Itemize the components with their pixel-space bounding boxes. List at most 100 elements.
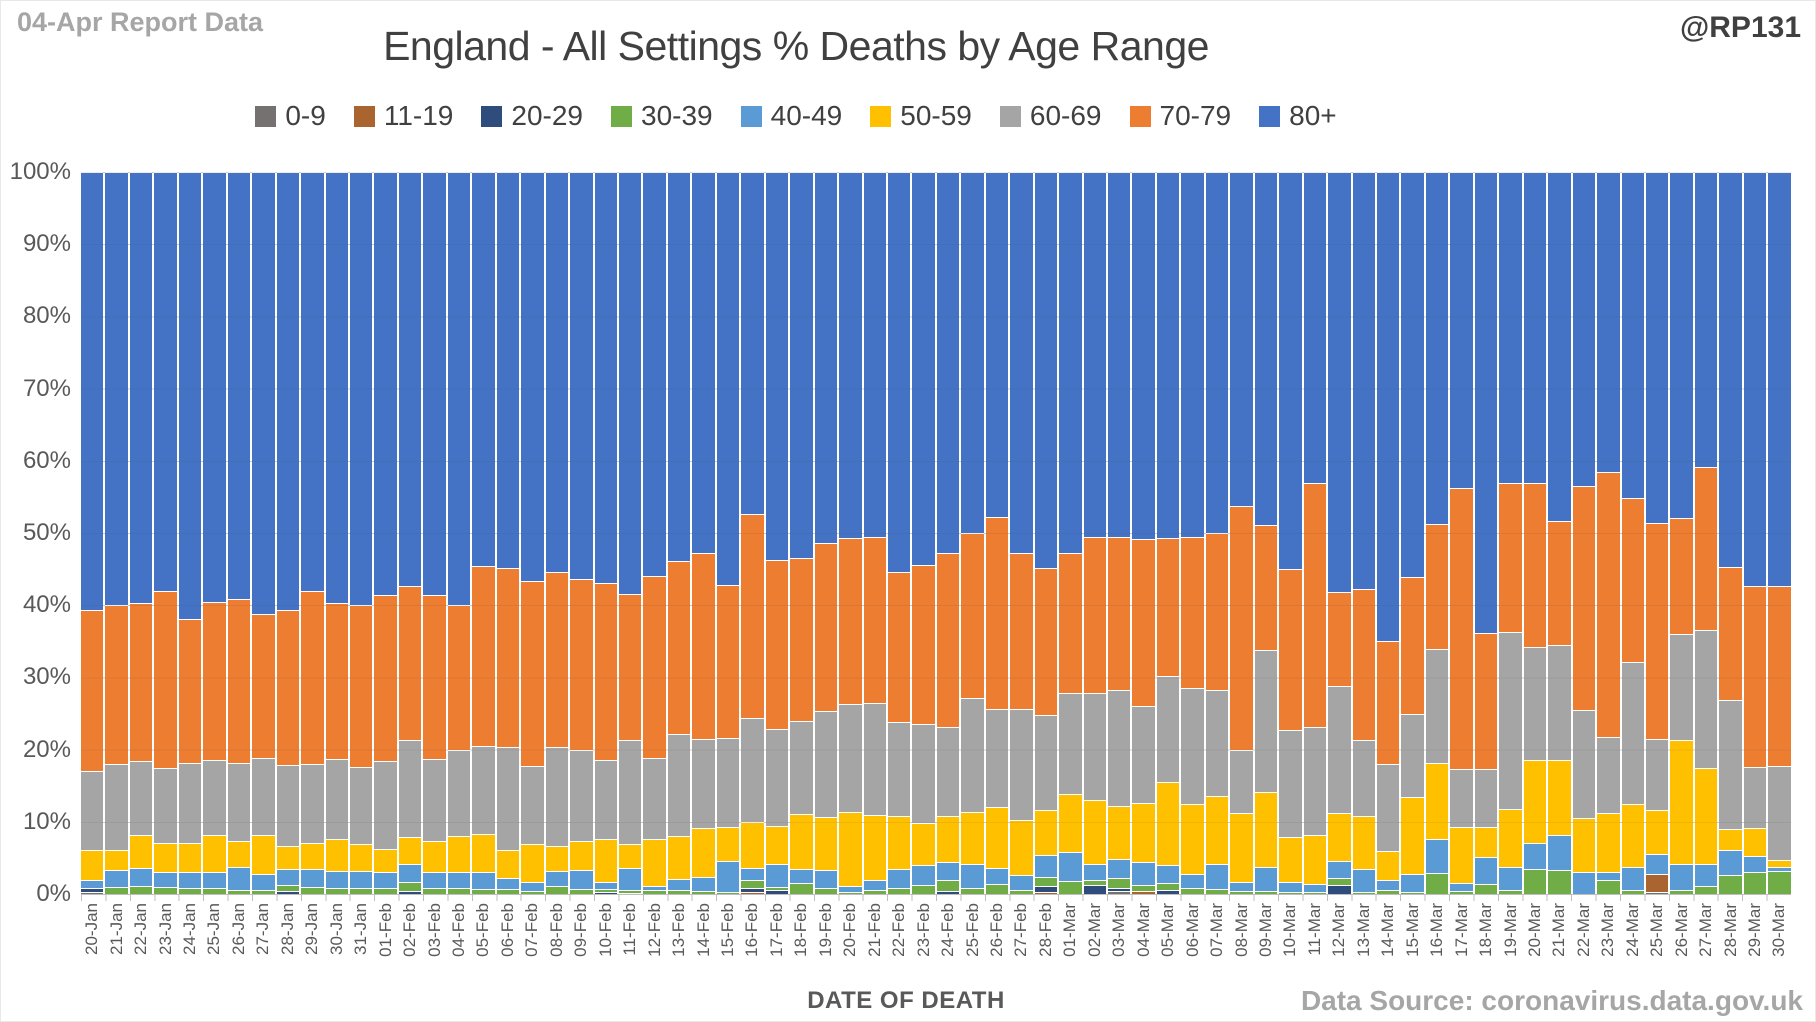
bar-10-Feb (594, 172, 617, 894)
bar-segment-0-9 (1108, 891, 1131, 894)
bar-segment-30-39 (301, 886, 324, 894)
bar-segment-80+ (1328, 172, 1351, 593)
bar-segment-20-29 (1328, 885, 1351, 894)
bar-segment-50-59 (276, 845, 300, 869)
x-tick-cell: 16-Feb (741, 903, 763, 983)
bar-segment-50-59 (496, 849, 520, 879)
bar-segment-60-69 (1621, 662, 1644, 804)
x-tick-label: 30-Mar (1769, 903, 1789, 957)
bar-10-Mar (1279, 172, 1302, 894)
bar-segment-60-69 (252, 757, 275, 835)
bar-segment-20-29 (1034, 886, 1058, 892)
bar-segment-40-49 (1132, 862, 1155, 886)
bar-segment-40-49 (423, 871, 446, 888)
bar-segment-30-39 (1523, 868, 1547, 894)
bar-segment-30-39 (1230, 891, 1253, 894)
bar-segment-60-69 (1034, 715, 1058, 811)
bar-segment-60-69 (1108, 690, 1131, 806)
bar-segment-60-69 (1450, 769, 1473, 827)
bar-segment-70-79 (1425, 524, 1449, 649)
legend-label: 30-39 (641, 100, 713, 131)
bar-segment-80+ (985, 172, 1009, 518)
bar-segment-80+ (1597, 172, 1620, 472)
bar-segment-60-69 (1499, 631, 1522, 809)
bar-segment-70-79 (1694, 467, 1718, 630)
bar-segment-40-49 (985, 868, 1009, 884)
bar-03-Mar (1108, 172, 1131, 894)
bar-segment-30-39 (276, 885, 300, 892)
bar-segment-60-69 (447, 749, 471, 837)
bar-segment-50-59 (643, 839, 666, 887)
x-tick-cell: 26-Feb (986, 903, 1008, 983)
bar-segment-60-69 (1743, 766, 1767, 828)
bar-segment-80+ (301, 172, 324, 591)
x-tick-cell: 09-Mar (1255, 903, 1277, 983)
bar-12-Feb (643, 172, 666, 894)
bar-segment-80+ (1768, 172, 1791, 587)
bar-14-Feb (692, 172, 715, 894)
x-tick-cell: 25-Jan (203, 903, 225, 983)
bar-segment-11-19 (1646, 873, 1669, 892)
x-tick-label: 26-Jan (228, 903, 248, 955)
bar-segment-30-39 (325, 887, 348, 894)
bar-segment-80+ (105, 172, 128, 605)
bar-segment-50-59 (1694, 768, 1718, 864)
x-tick-cell: 28-Mar (1719, 903, 1741, 983)
bar-segment-70-79 (1401, 577, 1424, 715)
bar-17-Feb (765, 172, 789, 894)
legend-swatch-icon (1259, 105, 1281, 127)
x-tick-label: 20-Mar (1524, 903, 1544, 957)
bar-segment-40-49 (618, 868, 642, 890)
bar-segment-70-79 (1474, 633, 1498, 770)
bar-segment-50-59 (423, 840, 446, 872)
bar-segment-30-39 (692, 891, 715, 894)
bar-segment-70-79 (1328, 592, 1351, 687)
bar-01-Mar (1059, 172, 1082, 894)
bar-segment-30-39 (1254, 891, 1278, 894)
bar-segment-60-69 (667, 734, 691, 837)
bar-segment-70-79 (545, 572, 569, 747)
bar-segment-40-49 (81, 879, 104, 889)
bar-segment-60-69 (349, 766, 373, 844)
legend-item-11-19: 11-19 (353, 100, 453, 132)
x-tick-label: 06-Feb (497, 903, 517, 957)
x-tick-label: 03-Feb (424, 903, 444, 957)
x-tick-label: 19-Feb (815, 903, 835, 957)
x-tick-label: 13-Feb (669, 903, 689, 957)
bar-segment-60-69 (570, 750, 593, 842)
x-tick-label: 25-Jan (204, 903, 224, 955)
bar-segment-50-59 (1597, 813, 1620, 873)
bar-27-Jan (252, 172, 275, 894)
bar-segment-80+ (276, 172, 300, 610)
bar-segment-50-59 (1572, 818, 1596, 873)
bar-segment-80+ (1010, 172, 1033, 554)
bar-28-Feb (1034, 172, 1058, 894)
bar-segment-60-69 (1205, 689, 1229, 796)
bar-segment-30-39 (154, 886, 177, 894)
legend: 0-9 11-19 20-29 30-39 40-49 50-59 60-69 70-79 80… (1, 100, 1591, 132)
bar-23-Mar (1597, 172, 1620, 894)
bar-segment-11-19 (741, 891, 764, 894)
bar-segment-80+ (374, 172, 397, 596)
x-tick-label: 12-Mar (1329, 903, 1349, 957)
x-tick-label: 10-Mar (1280, 903, 1300, 957)
bar-segment-30-39 (252, 889, 275, 894)
bar-segment-30-39 (227, 889, 251, 894)
bar-27-Mar (1694, 172, 1718, 894)
x-tick-cell: 28-Jan (277, 903, 299, 983)
bar-segment-30-39 (1670, 890, 1693, 894)
bar-segment-80+ (521, 172, 544, 582)
x-tick-label: 04-Feb (449, 903, 469, 957)
bar-segment-40-49 (1670, 863, 1693, 891)
x-tick-label: 22-Jan (131, 903, 151, 955)
bar-segment-60-69 (1083, 693, 1107, 801)
bar-segment-80+ (178, 172, 202, 619)
bar-segment-50-59 (1059, 794, 1082, 853)
bar-segment-30-39 (1548, 870, 1571, 894)
x-tick-cell: 19-Mar (1499, 903, 1521, 983)
bar-segment-70-79 (1279, 569, 1302, 731)
bar-segment-50-59 (1352, 816, 1376, 869)
bar-segment-20-29 (1156, 890, 1180, 894)
bar-segment-60-69 (398, 740, 422, 837)
bar-segment-40-49 (349, 870, 373, 889)
